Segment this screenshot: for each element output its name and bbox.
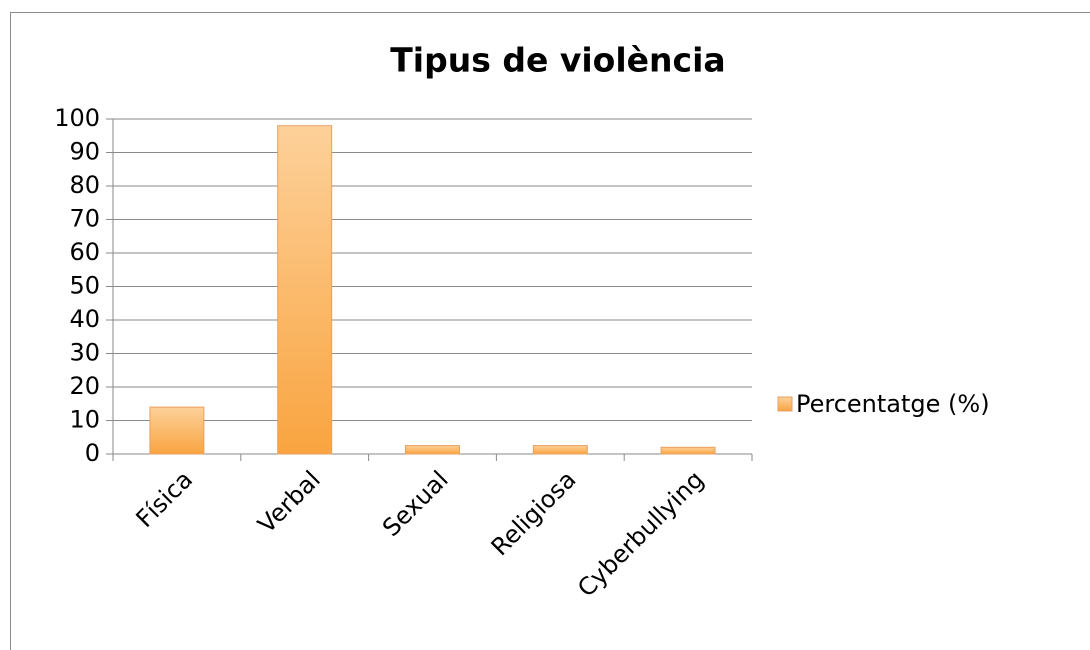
- y-tick-label: 30: [69, 339, 100, 367]
- y-tick-label: 70: [69, 205, 100, 233]
- chart-frame: [10, 12, 1090, 650]
- y-tick-label: 90: [69, 138, 100, 166]
- y-tick-label: 100: [54, 104, 100, 132]
- bar: [660, 446, 716, 455]
- y-tick-label: 80: [69, 171, 100, 199]
- y-tick-label: 40: [69, 305, 100, 333]
- y-tick-label: 10: [69, 406, 100, 434]
- y-tick-label: 50: [69, 272, 100, 300]
- chart-title: Tipus de violència: [390, 41, 725, 80]
- y-tick-label: 20: [69, 372, 100, 400]
- legend-label: Percentatge (%): [796, 390, 990, 418]
- y-tick-label: 0: [85, 439, 100, 467]
- bar: [532, 445, 588, 455]
- bar: [149, 406, 205, 455]
- bar: [277, 125, 333, 455]
- y-tick-label: 60: [69, 238, 100, 266]
- bar: [405, 445, 460, 455]
- legend-swatch: [777, 396, 793, 412]
